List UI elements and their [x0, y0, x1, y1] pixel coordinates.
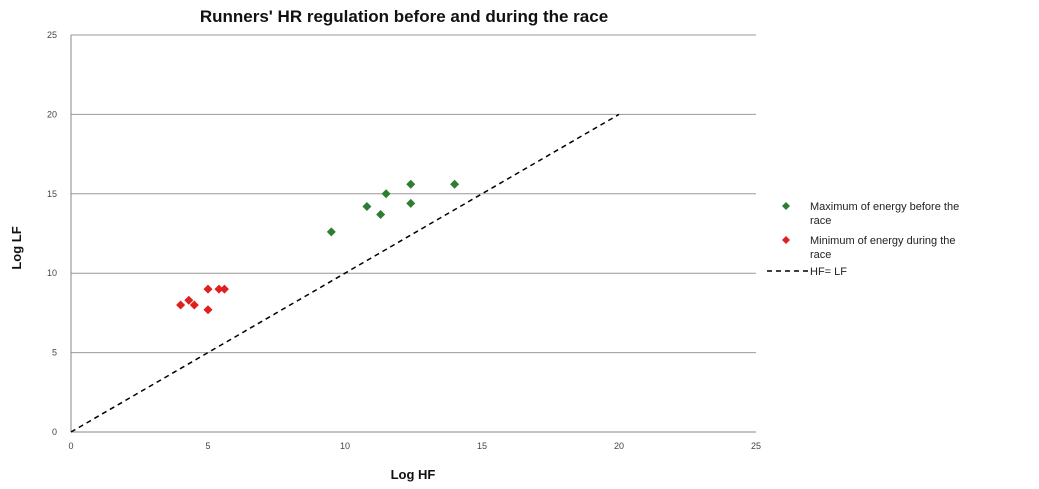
x-tick-label: 10 [340, 441, 350, 451]
data-point-series-1 [450, 179, 460, 189]
data-point-series-1 [376, 209, 386, 219]
x-tick-label: 5 [205, 441, 210, 451]
data-point-series-1 [326, 227, 336, 237]
y-tick-label: 20 [47, 109, 57, 119]
legend-marker-series-2 [782, 236, 790, 244]
legend-marker-series-1 [782, 202, 790, 210]
y-tick-label: 25 [47, 30, 57, 40]
y-tick-label: 10 [47, 268, 57, 278]
data-point-series-2 [189, 300, 199, 310]
y-tick-label: 15 [47, 189, 57, 199]
legend-label-series-3: HF= LF [810, 266, 847, 278]
y-tick-label: 5 [52, 348, 57, 358]
x-tick-label: 20 [614, 441, 624, 451]
x-axis-label: Log HF [391, 467, 436, 482]
data-point-series-2 [203, 284, 213, 294]
data-point-series-2 [219, 284, 229, 294]
x-tick-label: 15 [477, 441, 487, 451]
hf-equals-lf-line [70, 113, 620, 433]
data-point-series-2 [214, 284, 224, 294]
data-point-series-2 [184, 295, 194, 305]
x-tick-label: 0 [68, 441, 73, 451]
data-point-series-2 [176, 300, 186, 310]
chart-title: Runners' HR regulation before and during… [200, 7, 608, 26]
y-tick-label: 0 [52, 427, 57, 437]
legend-label-series-1: Maximum of energy before the race [810, 201, 959, 227]
x-tick-label: 25 [751, 441, 761, 451]
data-point-series-2 [203, 305, 213, 315]
data-point-series-1 [406, 179, 416, 189]
data-point-series-1 [381, 189, 391, 199]
data-point-series-1 [406, 198, 416, 208]
legend-label-series-2: Minimum of energy during the race [810, 235, 956, 261]
data-point-series-1 [362, 202, 372, 212]
y-axis-label: Log LF [9, 226, 24, 269]
